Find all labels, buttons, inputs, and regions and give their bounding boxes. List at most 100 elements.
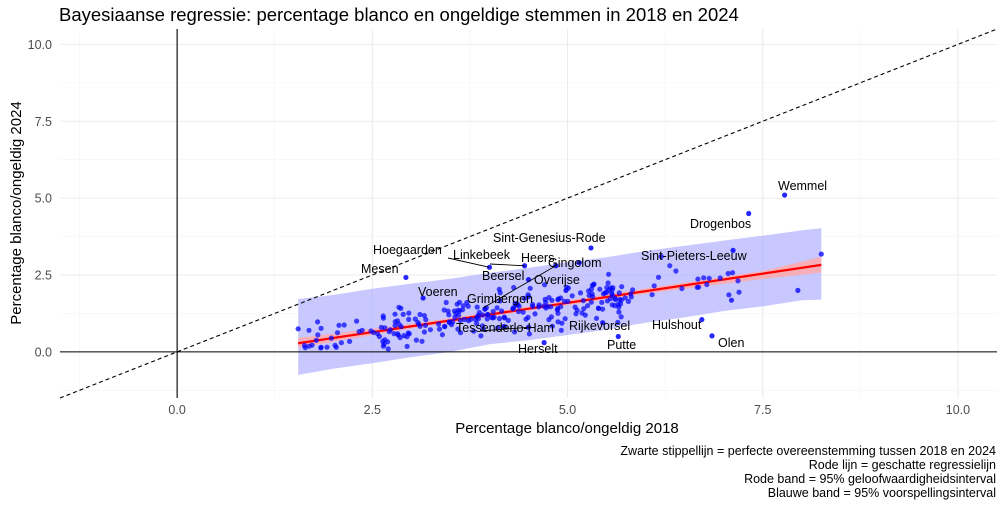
- axis-ticks: 0.0 2.5 5.0 7.5 10.0 0.0 2.5 5.0 7.5 10.0: [28, 38, 971, 417]
- data-point: [618, 314, 624, 320]
- caption-line: Zwarte stippellijn = perfecte overeenste…: [620, 444, 996, 458]
- data-point: [318, 325, 324, 331]
- data-point: [422, 322, 429, 328]
- data-point: [595, 305, 602, 311]
- data-point: [511, 329, 518, 335]
- data-point: [616, 309, 622, 315]
- data-point: [581, 306, 587, 312]
- data-point: [532, 311, 538, 317]
- data-point: [562, 316, 568, 322]
- data-point: [543, 299, 549, 305]
- y-tick-label: 10.0: [28, 38, 52, 52]
- data-point: [392, 323, 398, 329]
- data-point: [413, 337, 419, 343]
- data-point: [301, 342, 308, 348]
- labeled-point: [563, 287, 569, 293]
- data-point: [501, 314, 507, 320]
- data-point: [436, 326, 443, 332]
- data-point: [396, 304, 402, 310]
- data-point: [673, 268, 679, 274]
- label-leader: [482, 265, 557, 309]
- data-point: [542, 282, 548, 288]
- data-point: [523, 316, 529, 322]
- data-point: [336, 322, 342, 328]
- labeled-point: [699, 316, 705, 323]
- credible-band: [298, 256, 822, 348]
- point-label: Grimbergen: [467, 292, 533, 306]
- data-point: [347, 338, 353, 344]
- data-point: [416, 321, 422, 327]
- data-point: [572, 304, 578, 310]
- point-label: Hulshout: [652, 318, 702, 332]
- data-point: [454, 301, 460, 307]
- data-point: [496, 316, 503, 322]
- prediction-band: [298, 228, 822, 375]
- data-point: [667, 263, 673, 269]
- data-point: [324, 344, 330, 350]
- data-point: [496, 286, 502, 292]
- data-point: [604, 298, 611, 304]
- label-leader: [489, 263, 525, 267]
- data-point: [380, 313, 386, 319]
- label-leader: [479, 326, 529, 332]
- data-point: [605, 280, 611, 286]
- data-point: [378, 324, 384, 330]
- data-point: [619, 284, 625, 290]
- data-point: [599, 299, 605, 305]
- data-point: [522, 295, 528, 301]
- data-point: [359, 327, 365, 333]
- data-point: [333, 344, 339, 350]
- data-point: [313, 337, 319, 343]
- point-label: Drogenbos: [690, 217, 751, 231]
- data-point: [315, 319, 321, 325]
- data-point: [530, 303, 536, 310]
- data-point: [478, 333, 484, 339]
- data-point: [334, 330, 341, 336]
- y-axis-label: Percentage blanco/ongeldig 2024: [8, 101, 25, 325]
- data-point: [315, 332, 321, 338]
- data-point: [728, 297, 735, 303]
- data-point: [385, 346, 391, 352]
- data-point: [318, 344, 324, 350]
- labeled-point: [588, 245, 594, 251]
- data-point: [651, 283, 657, 289]
- data-point: [442, 323, 448, 330]
- data-point: [704, 281, 710, 288]
- data-point: [580, 298, 586, 304]
- x-tick-label: 7.5: [754, 403, 771, 417]
- data-point: [392, 311, 398, 317]
- data-point: [579, 310, 585, 316]
- data-point: [679, 285, 685, 292]
- data-point: [569, 293, 575, 299]
- data-point: [449, 322, 455, 328]
- data-point: [441, 307, 447, 313]
- data-point: [558, 327, 564, 333]
- data-point: [701, 275, 707, 281]
- caption: Zwarte stippellijn = perfecte overeenste…: [620, 444, 996, 500]
- data-point: [505, 317, 511, 323]
- point-labels: Wemmel Drogenbos Sint-Genesius-Rode Sint-Pi…: [361, 179, 827, 356]
- x-tick-label: 5.0: [559, 403, 576, 417]
- data-point: [555, 319, 561, 325]
- data-point: [398, 324, 404, 330]
- label-leader: [447, 257, 490, 268]
- data-point: [520, 309, 526, 315]
- data-point: [548, 314, 555, 320]
- data-point: [439, 332, 445, 338]
- point-label: Tessenderlo-Ham: [456, 321, 554, 335]
- data-point: [606, 271, 612, 277]
- data-point: [474, 314, 480, 320]
- data-point: [417, 311, 423, 318]
- labeled-point: [782, 192, 788, 198]
- data-point: [717, 275, 723, 281]
- data-point: [536, 302, 542, 308]
- data-point: [726, 292, 732, 298]
- data-point: [577, 290, 584, 296]
- labeled-point: [746, 210, 752, 217]
- data-point: [561, 298, 568, 304]
- data-point: [555, 310, 561, 316]
- data-point: [625, 298, 632, 304]
- data-point: [597, 286, 603, 292]
- point-label: Beersel: [482, 269, 524, 283]
- data-point: [622, 295, 628, 301]
